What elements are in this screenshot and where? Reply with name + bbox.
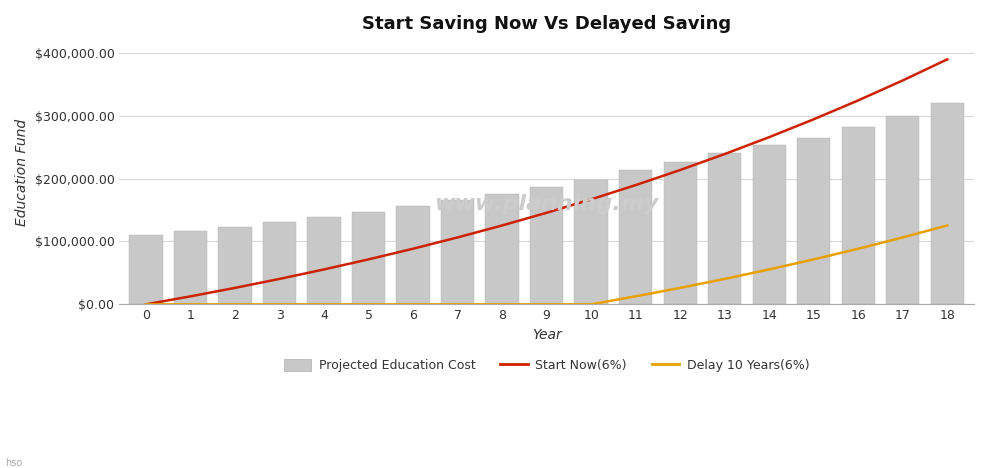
Bar xyxy=(486,194,519,304)
Bar xyxy=(174,231,208,304)
Bar xyxy=(575,180,608,304)
Bar xyxy=(352,212,386,304)
Bar xyxy=(931,103,964,304)
Y-axis label: Education Fund: Education Fund xyxy=(15,119,29,226)
Bar xyxy=(842,127,875,304)
Bar xyxy=(664,162,697,304)
Bar xyxy=(619,170,653,304)
Bar xyxy=(708,154,742,304)
Bar xyxy=(753,145,786,304)
Text: hso: hso xyxy=(5,458,22,468)
Bar xyxy=(130,235,163,304)
Bar xyxy=(441,200,475,304)
Bar xyxy=(263,222,297,304)
Bar xyxy=(530,187,564,304)
Title: Start Saving Now Vs Delayed Saving: Start Saving Now Vs Delayed Saving xyxy=(362,15,731,33)
Legend: Projected Education Cost, Start Now(6%), Delay 10 Years(6%): Projected Education Cost, Start Now(6%),… xyxy=(279,354,815,377)
Bar xyxy=(308,217,341,304)
Bar xyxy=(886,116,920,304)
Text: www.planning.my: www.planning.my xyxy=(434,194,659,214)
Bar xyxy=(397,206,430,304)
Bar xyxy=(219,227,252,304)
Bar xyxy=(797,138,831,304)
X-axis label: Year: Year xyxy=(532,328,562,342)
